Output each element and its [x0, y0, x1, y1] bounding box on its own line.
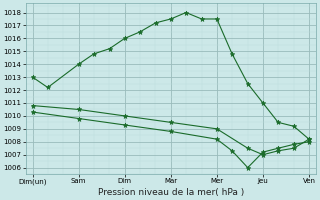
- X-axis label: Pression niveau de la mer( hPa ): Pression niveau de la mer( hPa ): [98, 188, 244, 197]
